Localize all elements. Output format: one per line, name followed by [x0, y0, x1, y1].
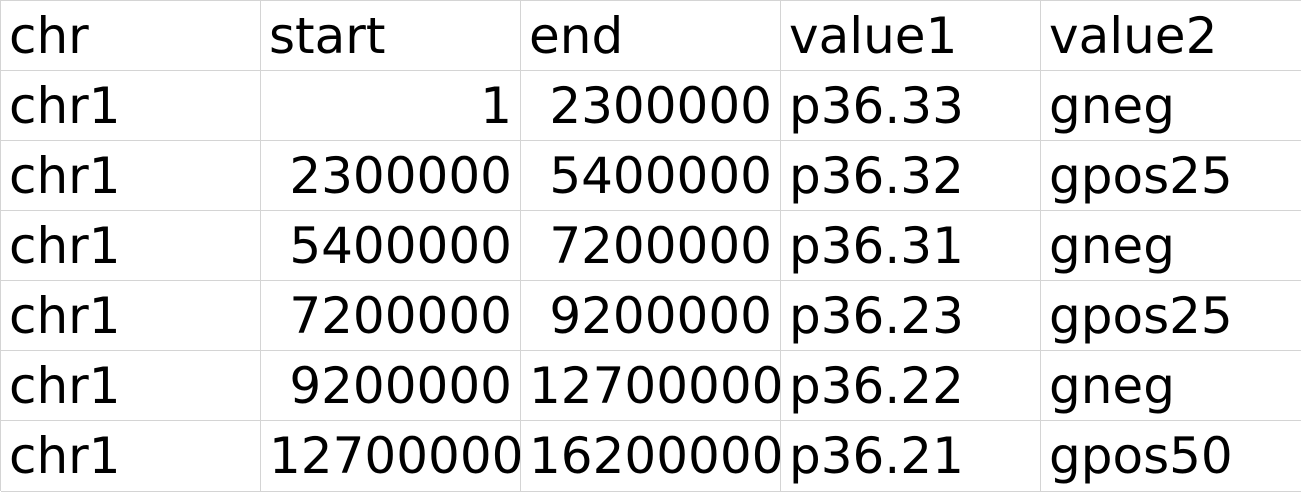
cell-value1[interactable]: p36.23: [781, 281, 1041, 351]
cell-value1[interactable]: p36.32: [781, 141, 1041, 211]
cell-value2[interactable]: gpos25: [1041, 281, 1301, 351]
cell-value2[interactable]: gneg: [1041, 351, 1301, 421]
cell-end[interactable]: 16200000: [521, 421, 781, 492]
cell-value1[interactable]: p36.31: [781, 211, 1041, 281]
cell-chr[interactable]: chr1: [1, 71, 261, 141]
header-cell-value2[interactable]: value2: [1041, 1, 1301, 71]
cell-end[interactable]: 7200000: [521, 211, 781, 281]
cell-chr[interactable]: chr1: [1, 211, 261, 281]
cell-value1[interactable]: p36.33: [781, 71, 1041, 141]
cell-value2[interactable]: gpos25: [1041, 141, 1301, 211]
header-cell-chr[interactable]: chr: [1, 1, 261, 71]
cell-start[interactable]: 2300000: [261, 141, 521, 211]
cell-start[interactable]: 9200000: [261, 351, 521, 421]
cell-chr[interactable]: chr1: [1, 421, 261, 492]
header-cell-start[interactable]: start: [261, 1, 521, 71]
header-cell-value1[interactable]: value1: [781, 1, 1041, 71]
cell-value1[interactable]: p36.22: [781, 351, 1041, 421]
cell-start[interactable]: 1: [261, 71, 521, 141]
cell-start[interactable]: 5400000: [261, 211, 521, 281]
cell-start[interactable]: 12700000: [261, 421, 521, 492]
cell-end[interactable]: 9200000: [521, 281, 781, 351]
header-cell-end[interactable]: end: [521, 1, 781, 71]
cell-value2[interactable]: gpos50: [1041, 421, 1301, 492]
cell-chr[interactable]: chr1: [1, 141, 261, 211]
cell-value2[interactable]: gneg: [1041, 71, 1301, 141]
cell-value2[interactable]: gneg: [1041, 211, 1301, 281]
cell-value1[interactable]: p36.21: [781, 421, 1041, 492]
cell-end[interactable]: 12700000: [521, 351, 781, 421]
cell-end[interactable]: 2300000: [521, 71, 781, 141]
cell-chr[interactable]: chr1: [1, 351, 261, 421]
cell-start[interactable]: 7200000: [261, 281, 521, 351]
cell-chr[interactable]: chr1: [1, 281, 261, 351]
cell-end[interactable]: 5400000: [521, 141, 781, 211]
